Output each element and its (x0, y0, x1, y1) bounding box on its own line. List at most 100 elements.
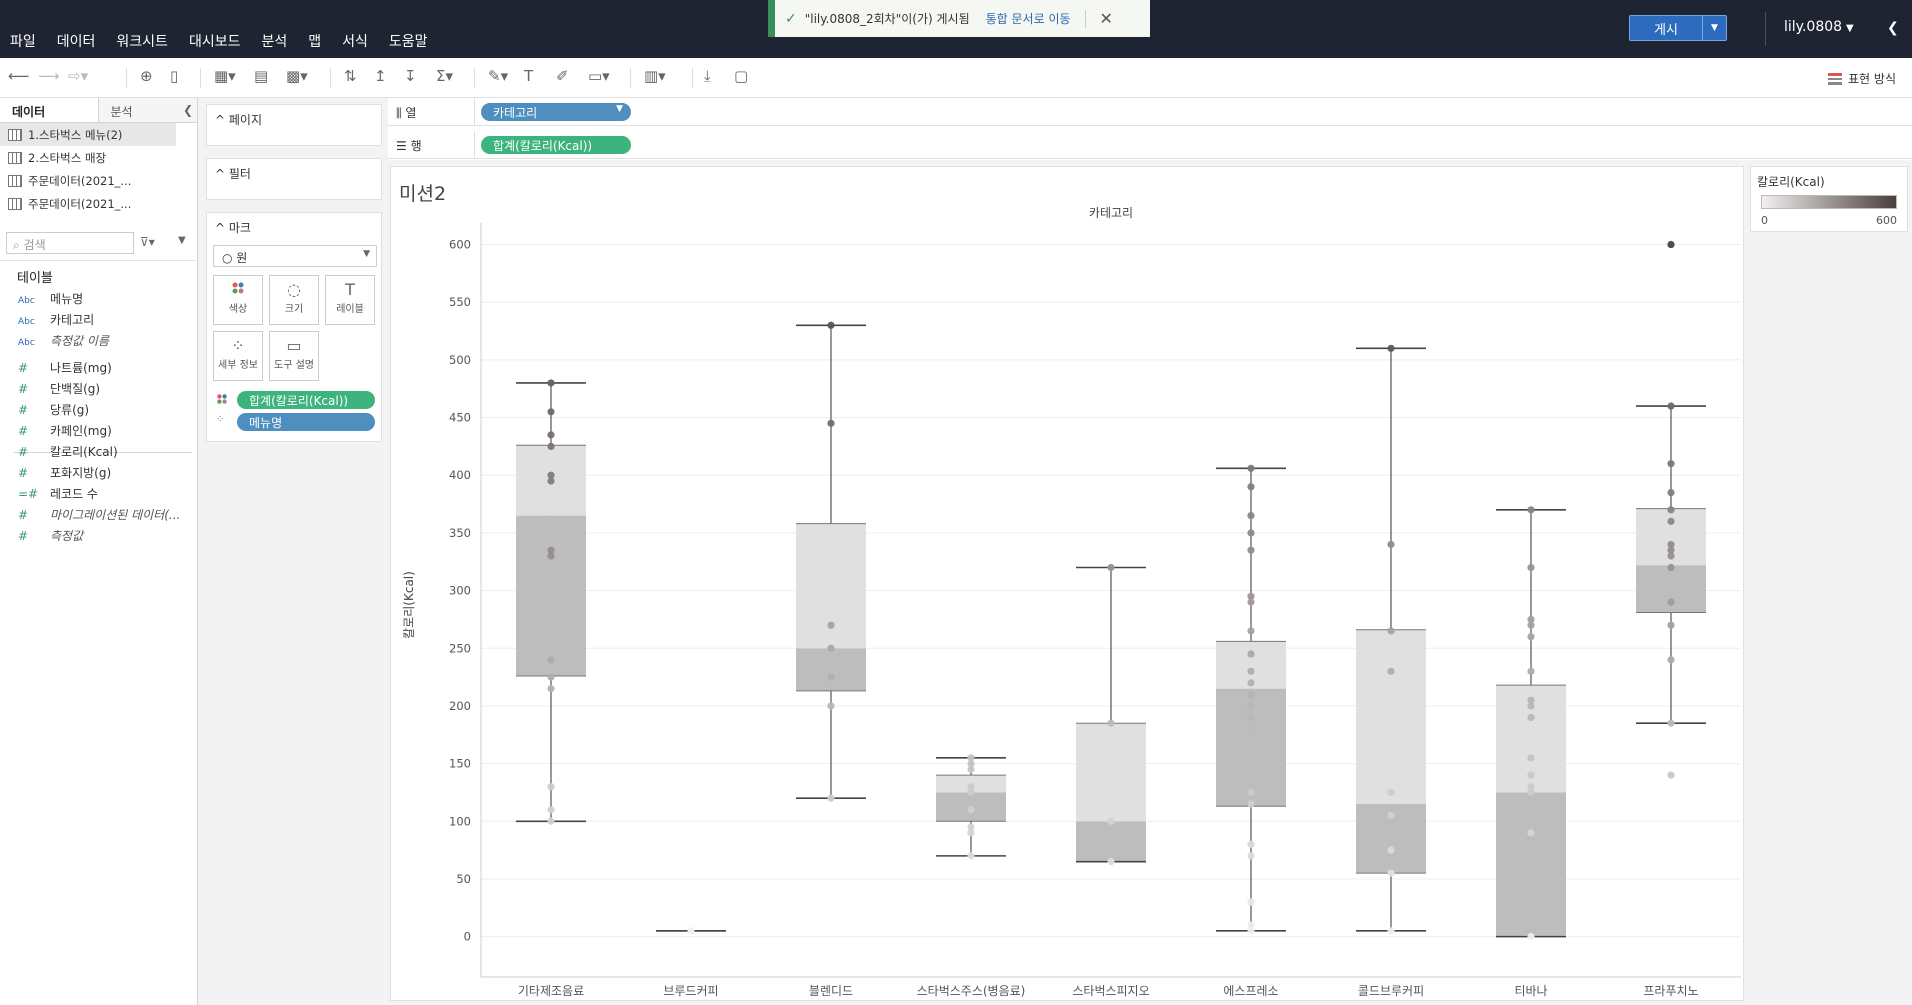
x-tick-label: 브루드커피 (663, 984, 718, 998)
calories-row-pill[interactable]: 합계(칼로리(Kcal)) (481, 136, 631, 154)
menu-file[interactable]: 파일 (10, 34, 36, 50)
field-category[interactable]: Abc 카테고리 (18, 311, 94, 328)
tab-analysis[interactable]: 분석 (98, 98, 197, 122)
menu-analysis[interactable]: 분석 (261, 34, 288, 50)
menu-format[interactable]: 서식 (342, 34, 368, 50)
show-me-icon (1828, 72, 1843, 85)
chevron-down-icon[interactable]: ▼ (178, 235, 186, 246)
user-menu[interactable]: lily.0808 ▼ (1784, 19, 1854, 35)
clear-sheet-icon[interactable]: ▩▾ (286, 67, 308, 85)
box-lower (796, 648, 866, 691)
publish-button[interactable]: 게시 ▼ (1629, 15, 1727, 41)
data-pane: 데이터 분석 ❮ 1.스타벅스 메뉴(2) 2.스타벅스 매장 주문데이터(20… (0, 98, 198, 1005)
sort-ascending-icon[interactable]: ↥ (374, 67, 387, 85)
tab-data[interactable]: 데이터 (0, 98, 99, 122)
chevron-up-icon[interactable]: ^ (215, 221, 229, 235)
box-plot-chart[interactable]: 카테고리 0 50 100 150 200 250 300 350 400 450 500 550 600… (391, 167, 1745, 1002)
field-calories[interactable]: # 칼로리(Kcal) (18, 443, 118, 460)
datasource-item[interactable]: 주문데이터(2021_... (0, 169, 197, 192)
datasource-item[interactable]: 주문데이터(2021_... (0, 192, 197, 215)
rows-shelf[interactable]: ☰ 행 합계(칼로리(Kcal)) (388, 131, 1912, 159)
header-divider (1765, 12, 1766, 46)
close-icon[interactable]: ✕ (1099, 9, 1113, 28)
show-me-chart-icon[interactable]: ▥▾ (644, 67, 666, 85)
duplicate-icon[interactable]: ▤ (254, 67, 269, 85)
menu-dashboard[interactable]: 대시보드 (188, 34, 241, 50)
legend-gradient[interactable] (1761, 195, 1897, 209)
field-menu-name[interactable]: Abc 메뉴명 (18, 290, 83, 307)
tooltip-button[interactable]: ▭ 도구 설명 (269, 331, 319, 381)
redo-icon[interactable]: ⟶ (38, 67, 60, 85)
toast-go-to-workbook-link[interactable]: 통합 문서로 이동 (985, 12, 1071, 26)
menu-worksheet[interactable]: 워크시트 (116, 34, 168, 50)
field-label: 나트륨(mg) (50, 361, 112, 375)
field-migrated-data[interactable]: # 마이그레이션된 데이터(... (18, 506, 180, 523)
mark-type-select[interactable]: ○ 원 ▼ (213, 245, 377, 267)
field-saturated-fat[interactable]: # 포화지방(g) (18, 464, 111, 481)
fit-icon[interactable]: ▭▾ (588, 67, 610, 85)
download-icon[interactable]: ⤓ (704, 67, 711, 85)
number-type-icon: # (18, 361, 29, 375)
size-label: 크기 (284, 304, 304, 315)
highlight-icon[interactable]: ✎▾ (488, 67, 509, 85)
field-sugar[interactable]: # 당류(g) (18, 401, 89, 418)
sort-descending-icon[interactable]: ↧ (404, 67, 417, 85)
detail-button[interactable]: ⁘ 세부 정보 (213, 331, 263, 381)
menu-help[interactable]: 도움말 (388, 34, 428, 50)
swap-icon[interactable]: ⇅ (344, 67, 357, 85)
field-protein[interactable]: # 단백질(g) (18, 380, 100, 397)
marks-card-header: ^ 마크 (207, 213, 381, 236)
new-worksheet-icon[interactable]: ▦▾ (214, 67, 236, 85)
field-measure-values[interactable]: # 측정값 (18, 527, 83, 544)
field-sodium[interactable]: # 나트륨(mg) (18, 359, 112, 376)
data-point (967, 823, 975, 831)
color-button[interactable]: 색상 (213, 275, 263, 325)
size-button[interactable]: ◌ 크기 (269, 275, 319, 325)
collapse-icon[interactable]: ❮ (1887, 20, 1899, 36)
filter-icon[interactable]: ⊽▾ (140, 235, 155, 249)
box-upper (796, 523, 866, 649)
data-point (1247, 627, 1255, 635)
chevron-up-icon[interactable]: ^ (215, 113, 229, 127)
x-tick-label: 콜드브루커피 (1358, 984, 1424, 998)
replay-icon[interactable]: ⇨▾ (68, 67, 89, 85)
pause-updates-icon[interactable]: ▯ (170, 67, 179, 85)
data-point (1247, 650, 1255, 658)
data-point (1527, 506, 1535, 514)
pages-card[interactable]: ^ 페이지 (206, 104, 382, 146)
new-datasource-icon[interactable]: ⊕ (140, 67, 153, 85)
data-point (547, 431, 555, 439)
number-type-icon: # (18, 382, 29, 396)
chevron-down-icon[interactable]: ▼ (1702, 16, 1726, 40)
text-icon: T (345, 280, 355, 299)
datasource-item[interactable]: 2.스타벅스 매장 (0, 146, 197, 169)
field-measure-names[interactable]: Abc 측정값 이름 (18, 332, 109, 349)
label-button[interactable]: T 레이블 (325, 275, 375, 325)
filters-card[interactable]: ^ 필터 (206, 158, 382, 200)
data-point (1527, 615, 1535, 624)
box-5 (1216, 467, 1286, 932)
presentation-icon[interactable]: ▢ (734, 67, 749, 85)
label-icon[interactable]: T (524, 67, 534, 85)
undo-icon[interactable]: ⟵ (8, 67, 30, 85)
show-me-button[interactable]: 표현 방식 (1828, 70, 1896, 87)
search-input[interactable]: ⌕ 검색 (6, 232, 134, 254)
color-calories-pill[interactable]: 합계(칼로리(Kcal)) (237, 391, 375, 409)
field-record-count[interactable]: =# 레코드 수 (18, 485, 98, 502)
columns-shelf[interactable]: ⫼ 열 카테고리 ▼ (388, 98, 1912, 126)
color-label: 색상 (228, 304, 248, 315)
chevron-down-icon[interactable]: ▼ (616, 104, 623, 114)
chevron-left-icon[interactable]: ❮ (183, 103, 194, 117)
data-point (547, 471, 555, 479)
tooltip-label: 도구 설명 (274, 360, 314, 371)
field-caffeine[interactable]: # 카페인(mg) (18, 422, 112, 439)
menu-data[interactable]: 데이터 (56, 34, 96, 50)
datasource-item[interactable]: 1.스타벅스 메뉴(2) (0, 123, 176, 146)
datasource-label: 2.스타벅스 매장 (28, 150, 107, 165)
menu-map[interactable]: 맵 (308, 34, 322, 50)
annotate-icon[interactable]: ✐ (556, 67, 569, 85)
detail-menu-name-pill[interactable]: 메뉴명 (237, 413, 375, 431)
totals-icon[interactable]: Σ▾ (436, 67, 454, 85)
category-column-pill[interactable]: 카테고리 ▼ (481, 103, 631, 121)
chevron-up-icon[interactable]: ^ (215, 167, 229, 181)
